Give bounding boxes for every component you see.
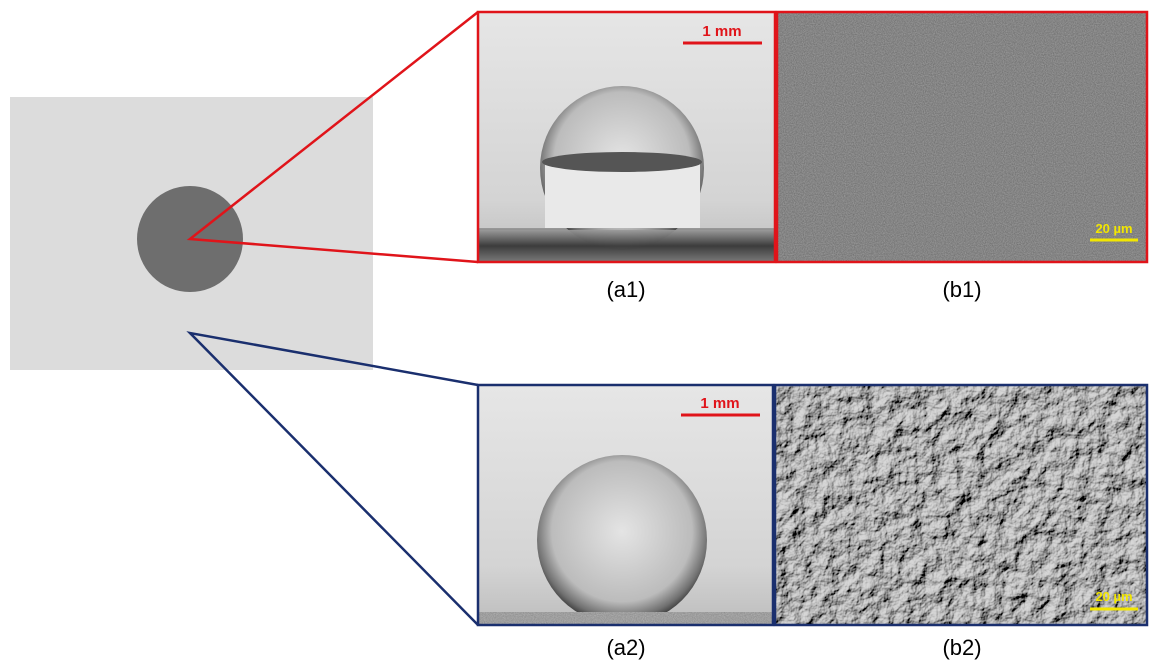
- scale-text: 20 µm: [1095, 589, 1132, 604]
- caption: (a1): [606, 277, 645, 302]
- frame: [775, 10, 1149, 264]
- caption: (b1): [942, 277, 981, 302]
- zoom-lines-top: [186, 11, 479, 264]
- sem-texture: [775, 385, 1147, 625]
- sem-texture: [777, 12, 1147, 262]
- scale-text: 20 µm: [1095, 221, 1132, 236]
- frame: [476, 10, 777, 264]
- substrate-front: [478, 230, 775, 262]
- zoom-lines-bottom: [186, 331, 479, 626]
- droplet-band: [542, 152, 702, 172]
- scale-text: 1 mm: [700, 395, 739, 412]
- frame: [476, 383, 775, 627]
- droplet: [537, 455, 707, 625]
- substrate-texture: [478, 612, 773, 625]
- droplet-image-top: [478, 12, 775, 262]
- caption: (a2): [606, 635, 645, 660]
- caption: (b2): [942, 635, 981, 660]
- frame: [773, 383, 1149, 627]
- droplet-image-bottom: [478, 385, 773, 625]
- scale-text: 1 mm: [702, 23, 741, 40]
